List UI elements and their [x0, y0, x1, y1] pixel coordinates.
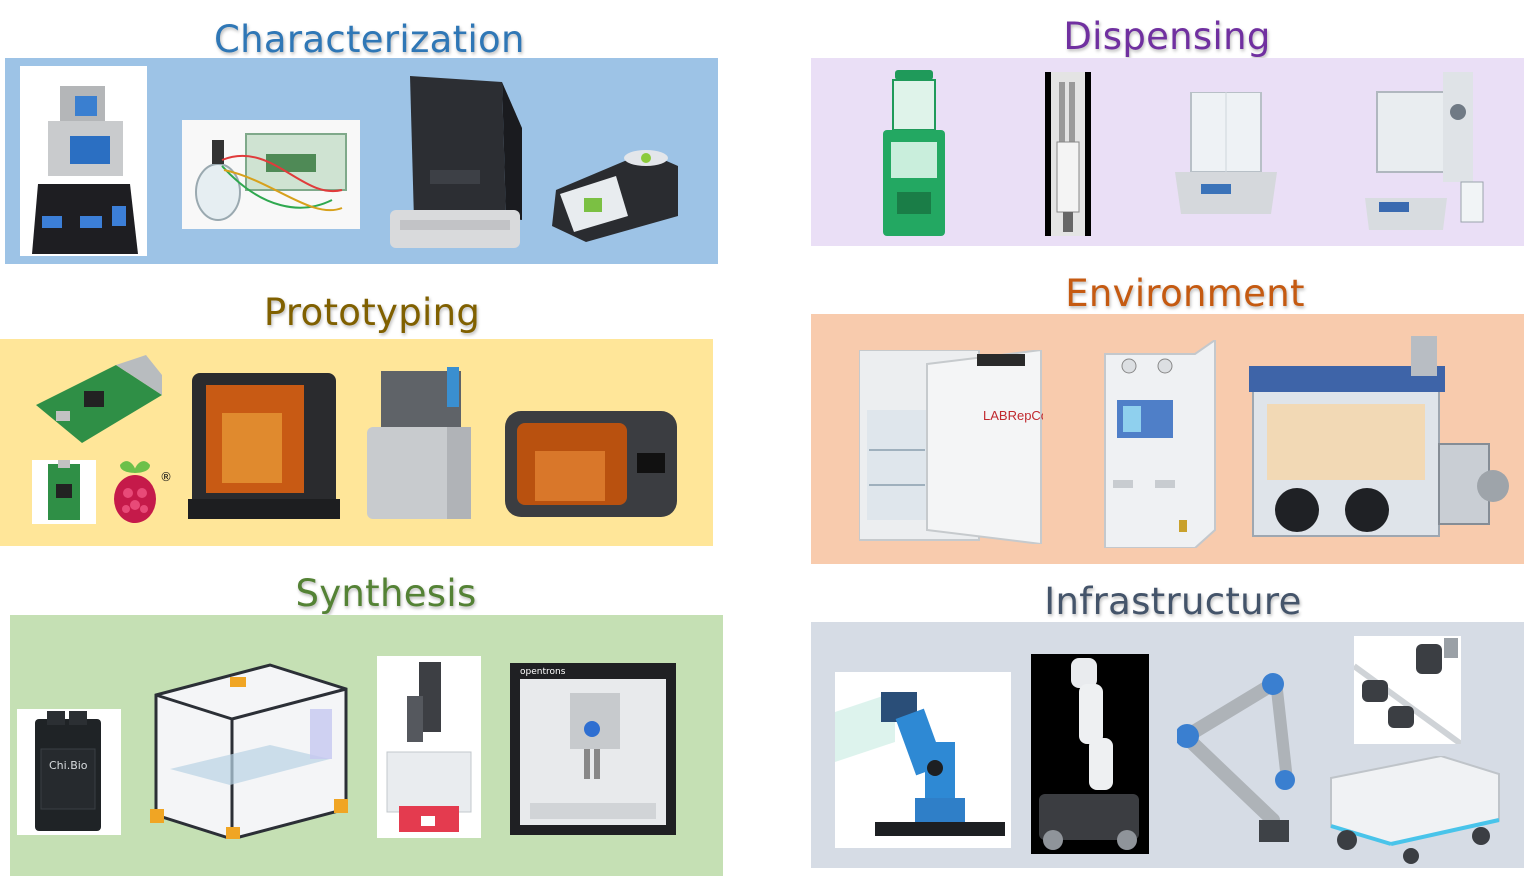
laboratory-incubator: LABRepCo [859, 350, 1043, 544]
wash-station [363, 367, 485, 519]
open-source-spectrometer [20, 66, 147, 256]
environment-title: Environment [1065, 272, 1305, 315]
gripper-tools [1354, 636, 1461, 744]
benchtop-analyzer [390, 70, 525, 250]
cure-station [505, 411, 677, 517]
nitrogen-generator [1099, 340, 1217, 548]
characterization-panel [5, 58, 718, 264]
glovebox [1239, 336, 1511, 542]
dispensing-panel [811, 58, 1524, 246]
gantry-frame [150, 659, 350, 839]
mobile-robot-base [1321, 756, 1503, 864]
chi-bio-bioreactor: Chi.Bio [17, 709, 121, 835]
liquid-handler-brand-label: opentrons [520, 667, 566, 677]
bioreactor-brand-label: Chi.Bio [49, 759, 88, 772]
environment-panel: LABRepCo [811, 314, 1524, 564]
prototyping-title: Prototyping [263, 291, 481, 334]
electrochemistry-cell [182, 120, 360, 229]
mobile-manipulator [1031, 654, 1149, 854]
characterization-title: Characterization [214, 18, 525, 61]
infrastructure-title: Infrastructure [1044, 580, 1302, 623]
automated-weighing-station [1357, 72, 1489, 236]
raspberry-pi-pico [32, 460, 96, 524]
touchscreen-analyzer [546, 146, 681, 244]
synthesis-title: Synthesis [295, 572, 477, 615]
liquid-handler: opentrons [510, 663, 676, 835]
dispensing-title: Dispensing [1063, 15, 1271, 58]
resin-3d-printer [188, 373, 340, 519]
raspberry-pi-logo: ® [108, 455, 174, 527]
dispensing-robot [377, 656, 481, 838]
powder-dispenser [879, 70, 949, 236]
registered-mark: ® [160, 470, 172, 484]
infrastructure-panel [811, 622, 1524, 868]
collaborative-robot-arm [1177, 670, 1307, 846]
incubator-brand-label: LABRepCo [983, 408, 1043, 423]
prototyping-panel: ® [0, 339, 713, 546]
syringe-pump [1045, 72, 1091, 236]
synthesis-panel: Chi.Bio [10, 615, 723, 876]
analytical-balance [1171, 92, 1281, 218]
raspberry-pi-board [36, 355, 162, 445]
desktop-robot-arm [835, 672, 1011, 848]
